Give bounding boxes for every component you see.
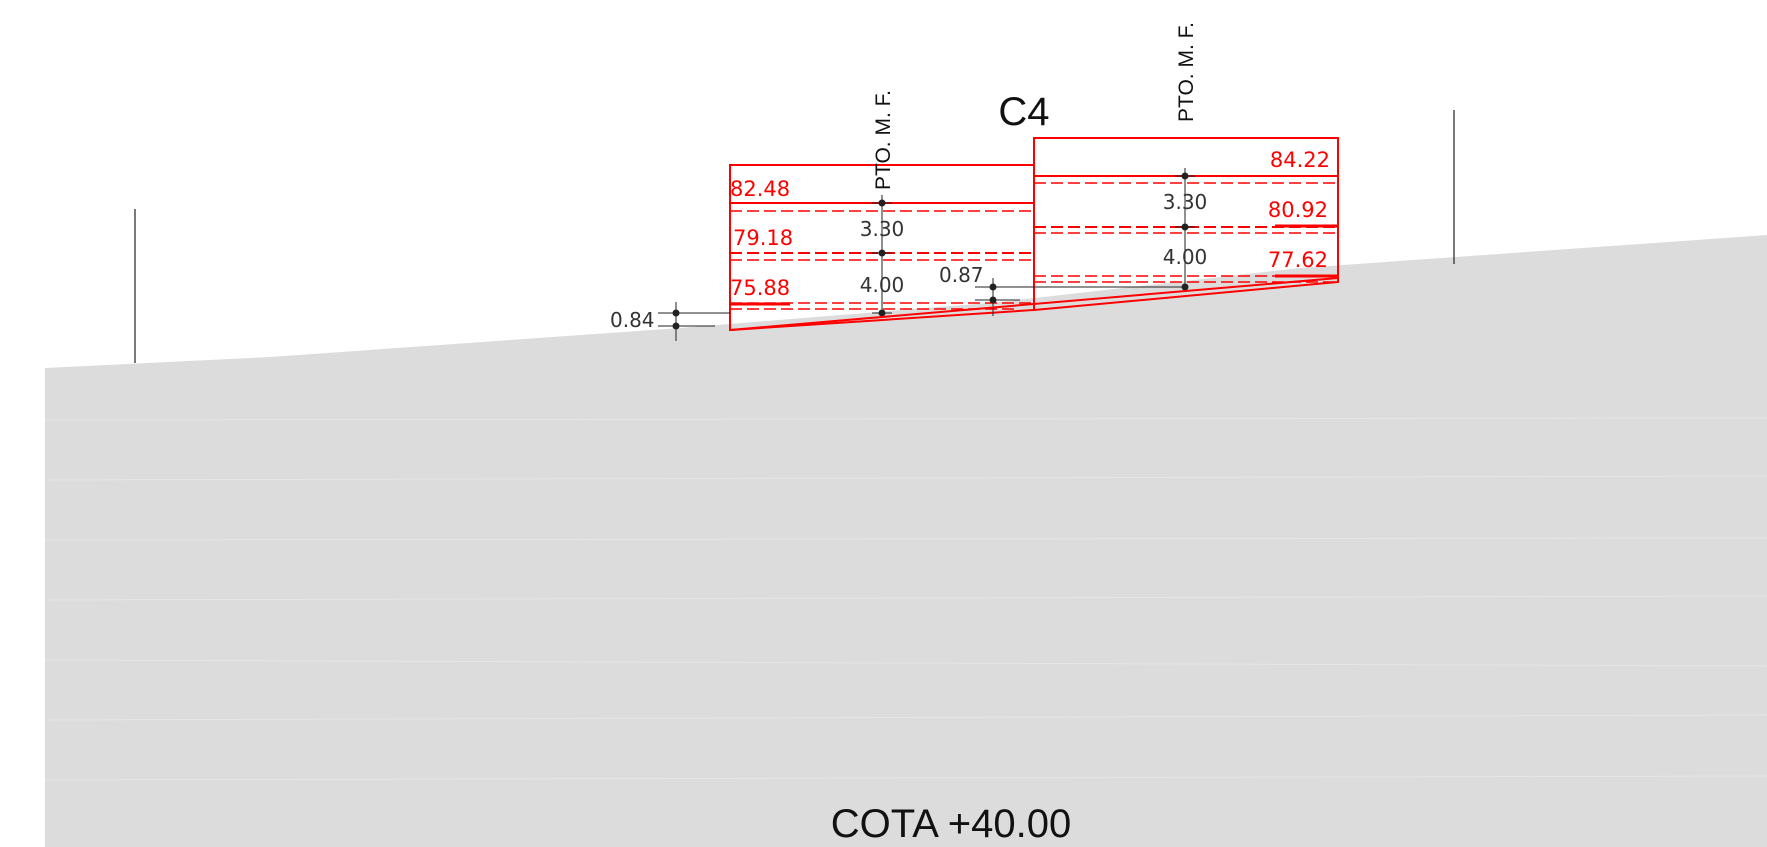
right-marker-point-mid (1181, 223, 1189, 231)
terrain-ground (45, 235, 1767, 847)
drawing-title: C4 (998, 90, 1049, 134)
terrain-profile-line (729, 277, 1339, 331)
left-level-label-3: 75.88 (730, 276, 790, 300)
left-offset-label: 0.84 (610, 308, 655, 332)
right-block-outline (1033, 137, 1339, 312)
left-marker-point-bottom (878, 309, 886, 317)
right-level-label-1: 84.22 (1270, 148, 1330, 172)
left-level-label-1: 82.48 (730, 177, 790, 201)
right-marker-label: PTO. M. F. (1175, 22, 1198, 122)
base-level-label: COTA +40.00 (831, 802, 1072, 846)
right-block: 84.22 80.92 77.62 3.30 4.00 PTO. M. F. 0… (939, 22, 1339, 316)
left-dimension-label-2: 4.00 (860, 273, 905, 297)
right-dimension-label-1: 3.30 (1163, 190, 1208, 214)
left-dimension-label-1: 3.30 (860, 217, 905, 241)
right-level-label-3: 77.62 (1268, 248, 1328, 272)
terrain-texture (44, 417, 1767, 781)
right-dimension-label-2: 4.00 (1163, 245, 1208, 269)
right-marker-point-top (1181, 172, 1189, 180)
left-block: 82.48 79.18 75.88 3.30 4.00 PTO. M. F. 0… (610, 90, 1035, 341)
right-offset-label: 0.87 (939, 263, 984, 287)
left-marker-label: PTO. M. F. (872, 90, 895, 190)
left-level-label-2: 79.18 (733, 226, 793, 250)
left-marker-point-top (878, 199, 886, 207)
left-marker-point-mid (878, 249, 886, 257)
right-level-label-2: 80.92 (1268, 198, 1328, 222)
